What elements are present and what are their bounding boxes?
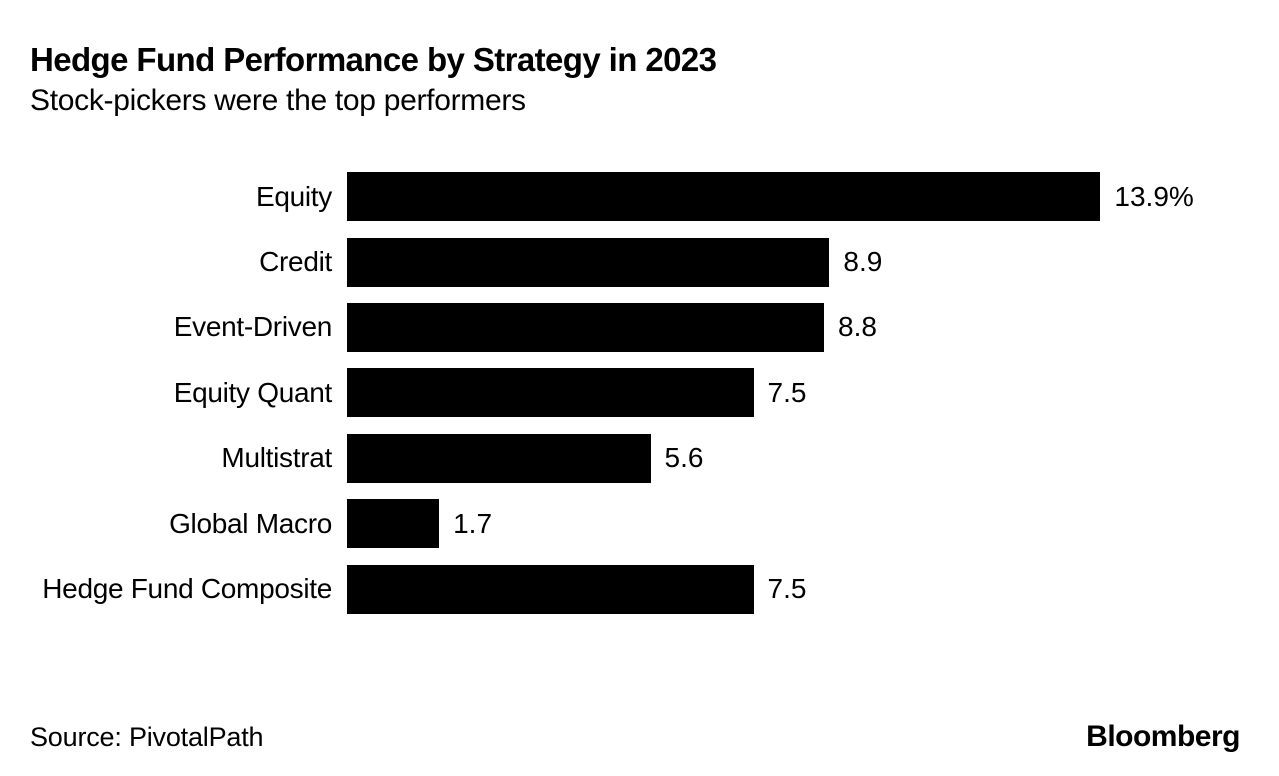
category-label: Global Macro xyxy=(169,507,332,539)
category-label: Hedge Fund Composite xyxy=(42,573,332,605)
source-note: Source: PivotalPath xyxy=(30,722,264,752)
bar xyxy=(347,368,754,418)
category-label: Equity Quant xyxy=(173,376,333,408)
value-label: 8.8 xyxy=(838,311,877,343)
bar-row: Multistrat 5.6 xyxy=(30,426,1240,491)
bar-row: Credit 8.9 xyxy=(30,229,1240,294)
category-label: Credit xyxy=(259,246,332,278)
bloomberg-logo: Bloomberg xyxy=(1086,720,1240,753)
category-label: Equity xyxy=(255,180,332,212)
value-label: 1.7 xyxy=(453,507,493,539)
category-label: Multistrat xyxy=(221,442,332,474)
bar xyxy=(347,237,830,287)
bar xyxy=(347,433,651,483)
value-label: 8.9 xyxy=(843,246,883,278)
bar-row: Equity 13.9% xyxy=(30,164,1240,229)
bar xyxy=(347,172,1101,222)
chart-subtitle: Stock-pickers were the top performers xyxy=(30,84,526,117)
value-label: 5.6 xyxy=(664,442,704,474)
bar xyxy=(347,564,754,614)
bar xyxy=(347,499,440,549)
bar-row: Hedge Fund Composite 7.5 xyxy=(30,556,1240,621)
bar-chart: Equity 13.9% Credit 8.9 Event-Driven 8.8 Equit… xyxy=(30,164,1240,622)
bar-row: Global Macro 1.7 xyxy=(30,491,1240,556)
bar-row: Equity Quant 7.5 xyxy=(30,360,1240,425)
bar xyxy=(347,302,824,352)
footer: Source: PivotalPath Bloomberg xyxy=(30,720,1240,754)
value-label: 13.9% xyxy=(1114,180,1194,212)
value-label: 7.5 xyxy=(767,376,807,408)
bar-row: Event-Driven 8.8 xyxy=(30,295,1240,360)
chart-title: Hedge Fund Performance by Strategy in 20… xyxy=(30,41,717,78)
value-label: 7.5 xyxy=(767,573,807,605)
category-label: Event-Driven xyxy=(173,311,333,343)
